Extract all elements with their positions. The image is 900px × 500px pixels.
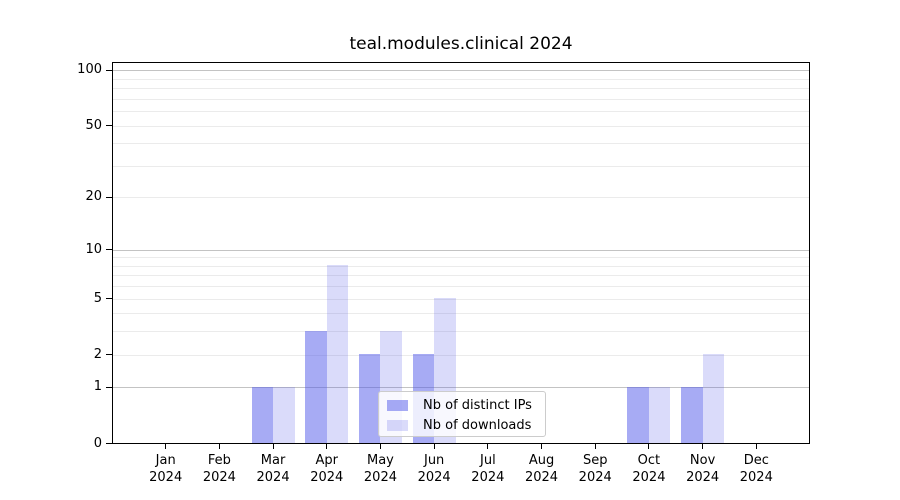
- gridline-minor: [113, 257, 809, 259]
- x-tick-year: 2024: [578, 469, 612, 485]
- x-tick-year: 2024: [739, 469, 773, 485]
- x-tick-month: Oct: [637, 452, 661, 468]
- gridline-minor: [113, 298, 809, 300]
- x-tick-year: 2024: [256, 469, 290, 485]
- x-tick-label-dec: Dec 2024: [711, 452, 801, 486]
- x-tick-label-jul: Jul 2024: [443, 452, 533, 486]
- gridline-minor: [113, 275, 809, 277]
- x-tick-month: Dec: [743, 452, 769, 468]
- x-tick-month: Feb: [207, 452, 231, 468]
- x-tick-label-apr: Apr 2024: [282, 452, 372, 486]
- x-tick-mark: [594, 443, 596, 449]
- bar-downloads-oct: [648, 386, 671, 443]
- x-tick-mark: [272, 443, 274, 449]
- chart-title: teal.modules.clinical 2024: [349, 34, 573, 54]
- bar-ips-nov: [681, 386, 703, 443]
- legend: Nb of distinct IPs Nb of downloads: [378, 391, 546, 437]
- x-tick-mark: [541, 443, 543, 449]
- x-tick-month: Jan: [155, 452, 176, 468]
- x-tick-month: Mar: [260, 452, 286, 468]
- x-tick-month: Sep: [582, 452, 608, 468]
- x-tick-mark: [648, 443, 650, 449]
- x-tick-month: Jul: [480, 452, 496, 468]
- gridline-minor: [113, 78, 809, 80]
- gridline-minor: [113, 125, 809, 127]
- gridline-minor: [113, 143, 809, 145]
- x-tick-mark: [755, 443, 757, 449]
- x-tick-month: Jun: [423, 452, 445, 468]
- bar-ips-oct: [627, 386, 649, 443]
- x-tick-year: 2024: [149, 469, 183, 485]
- x-tick-year: 2024: [363, 469, 397, 485]
- x-tick-mark: [702, 443, 704, 449]
- x-tick-month: May: [367, 452, 394, 468]
- gridline-minor: [113, 265, 809, 267]
- x-tick-year: 2024: [632, 469, 666, 485]
- x-tick-year: 2024: [310, 469, 344, 485]
- gridline-minor: [113, 88, 809, 90]
- y-tick-label-20: 20: [85, 189, 102, 205]
- gridline-minor: [113, 354, 809, 356]
- y-tick-label-100: 100: [77, 62, 102, 78]
- gridline-minor: [113, 98, 809, 100]
- gridline-minor: [113, 313, 809, 315]
- x-tick-month: Aug: [528, 452, 555, 468]
- bar-downloads-mar: [273, 386, 295, 443]
- x-tick-mark: [487, 443, 489, 449]
- x-tick-mark: [218, 443, 220, 449]
- x-tick-mark: [433, 443, 435, 449]
- legend-label-downloads: Nb of downloads: [423, 417, 532, 433]
- x-tick-mark: [165, 443, 167, 449]
- y-tick-label-2: 2: [93, 346, 102, 362]
- gridline-minor: [113, 197, 809, 199]
- x-tick-label-aug: Aug 2024: [497, 452, 587, 486]
- x-tick-label-oct: Oct 2024: [604, 452, 694, 486]
- x-tick-mark: [379, 443, 381, 449]
- legend-item-distinct-ips: Nb of distinct IPs: [379, 395, 545, 415]
- legend-swatch-distinct-ips-icon: [387, 399, 408, 411]
- gridline-major: [113, 249, 809, 251]
- legend-item-downloads: Nb of downloads: [379, 415, 545, 435]
- plot-area: Nb of distinct IPs Nb of downloads: [112, 62, 810, 444]
- x-tick-year: 2024: [417, 469, 451, 485]
- gridline-minor: [113, 286, 809, 288]
- gridline-major: [113, 70, 809, 72]
- gridline-minor: [113, 165, 809, 167]
- gridline-major: [113, 387, 809, 389]
- x-tick-label-mar: Mar 2024: [228, 452, 318, 486]
- y-tick-label-1: 1: [93, 379, 102, 395]
- y-tick-label-50: 50: [85, 117, 102, 133]
- bar-downloads-nov: [702, 354, 725, 443]
- x-tick-label-jun: Jun 2024: [389, 452, 479, 486]
- gridline-minor: [113, 111, 809, 113]
- gridline-minor: [113, 331, 809, 333]
- y-tick-label-0: 0: [93, 435, 102, 451]
- legend-label-distinct-ips: Nb of distinct IPs: [423, 397, 532, 413]
- x-tick-label-sep: Sep 2024: [550, 452, 640, 486]
- x-tick-year: 2024: [686, 469, 720, 485]
- bar-ips-mar: [251, 386, 274, 443]
- legend-swatch-downloads-icon: [387, 419, 408, 431]
- x-tick-year: 2024: [202, 469, 236, 485]
- x-tick-label-jan: Jan 2024: [121, 452, 211, 486]
- bar-ips-apr: [305, 330, 327, 443]
- bar-ips-may: [358, 354, 381, 443]
- x-tick-month: Apr: [315, 452, 339, 468]
- x-tick-label-nov: Nov 2024: [658, 452, 748, 486]
- x-tick-mark: [326, 443, 328, 449]
- x-tick-year: 2024: [471, 469, 505, 485]
- x-tick-label-feb: Feb 2024: [174, 452, 264, 486]
- x-tick-year: 2024: [524, 469, 559, 485]
- y-tick-label-10: 10: [85, 241, 102, 257]
- x-tick-label-may: May 2024: [335, 452, 425, 486]
- x-tick-month: Nov: [689, 452, 716, 468]
- bar-downloads-apr: [326, 265, 349, 443]
- y-tick-label-5: 5: [93, 290, 102, 306]
